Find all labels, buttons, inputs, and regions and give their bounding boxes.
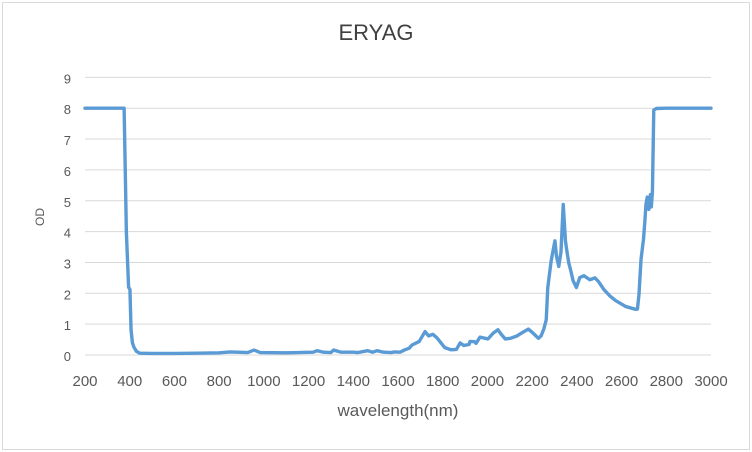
svg-text:5: 5 <box>64 195 71 210</box>
svg-text:2: 2 <box>64 287 71 302</box>
svg-text:2600: 2600 <box>605 373 638 390</box>
svg-text:2200: 2200 <box>515 373 548 390</box>
svg-text:800: 800 <box>207 373 232 390</box>
svg-text:7: 7 <box>64 133 71 148</box>
svg-text:1600: 1600 <box>381 373 414 390</box>
svg-text:3: 3 <box>64 256 71 271</box>
svg-text:8: 8 <box>64 102 71 117</box>
svg-text:6: 6 <box>64 164 71 179</box>
svg-text:2400: 2400 <box>560 373 593 390</box>
svg-text:3000: 3000 <box>694 373 727 390</box>
svg-text:9: 9 <box>64 71 71 86</box>
svg-text:200: 200 <box>72 373 97 390</box>
svg-text:1000: 1000 <box>247 373 280 390</box>
svg-text:1800: 1800 <box>426 373 459 390</box>
svg-text:2000: 2000 <box>471 373 504 390</box>
svg-text:4: 4 <box>64 226 71 241</box>
svg-text:1200: 1200 <box>292 373 325 390</box>
svg-text:1400: 1400 <box>337 373 370 390</box>
svg-text:600: 600 <box>162 373 187 390</box>
svg-text:0: 0 <box>64 349 71 364</box>
svg-text:2800: 2800 <box>650 373 683 390</box>
svg-text:400: 400 <box>117 373 142 390</box>
svg-text:1: 1 <box>64 318 71 333</box>
